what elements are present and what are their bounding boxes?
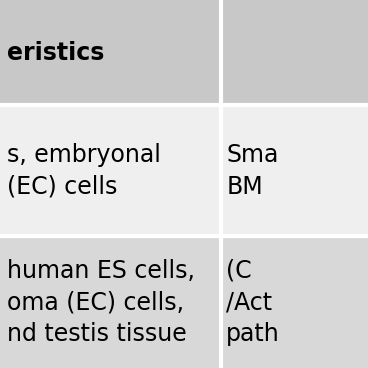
Bar — [0, 237, 219, 368]
Bar — [223, 105, 368, 236]
Text: eristics: eristics — [7, 41, 105, 66]
Bar — [223, 237, 368, 368]
Bar — [0, 105, 219, 236]
Text: s, embryonal
(EC) cells: s, embryonal (EC) cells — [7, 143, 161, 199]
Bar — [0, 0, 219, 103]
Text: Sma
BM: Sma BM — [226, 143, 279, 199]
Text: human ES cells,
oma (EC) cells,
nd testis tissue: human ES cells, oma (EC) cells, nd testi… — [7, 259, 195, 346]
Text: (C
/Act
path: (C /Act path — [226, 259, 280, 346]
Bar — [223, 0, 368, 103]
